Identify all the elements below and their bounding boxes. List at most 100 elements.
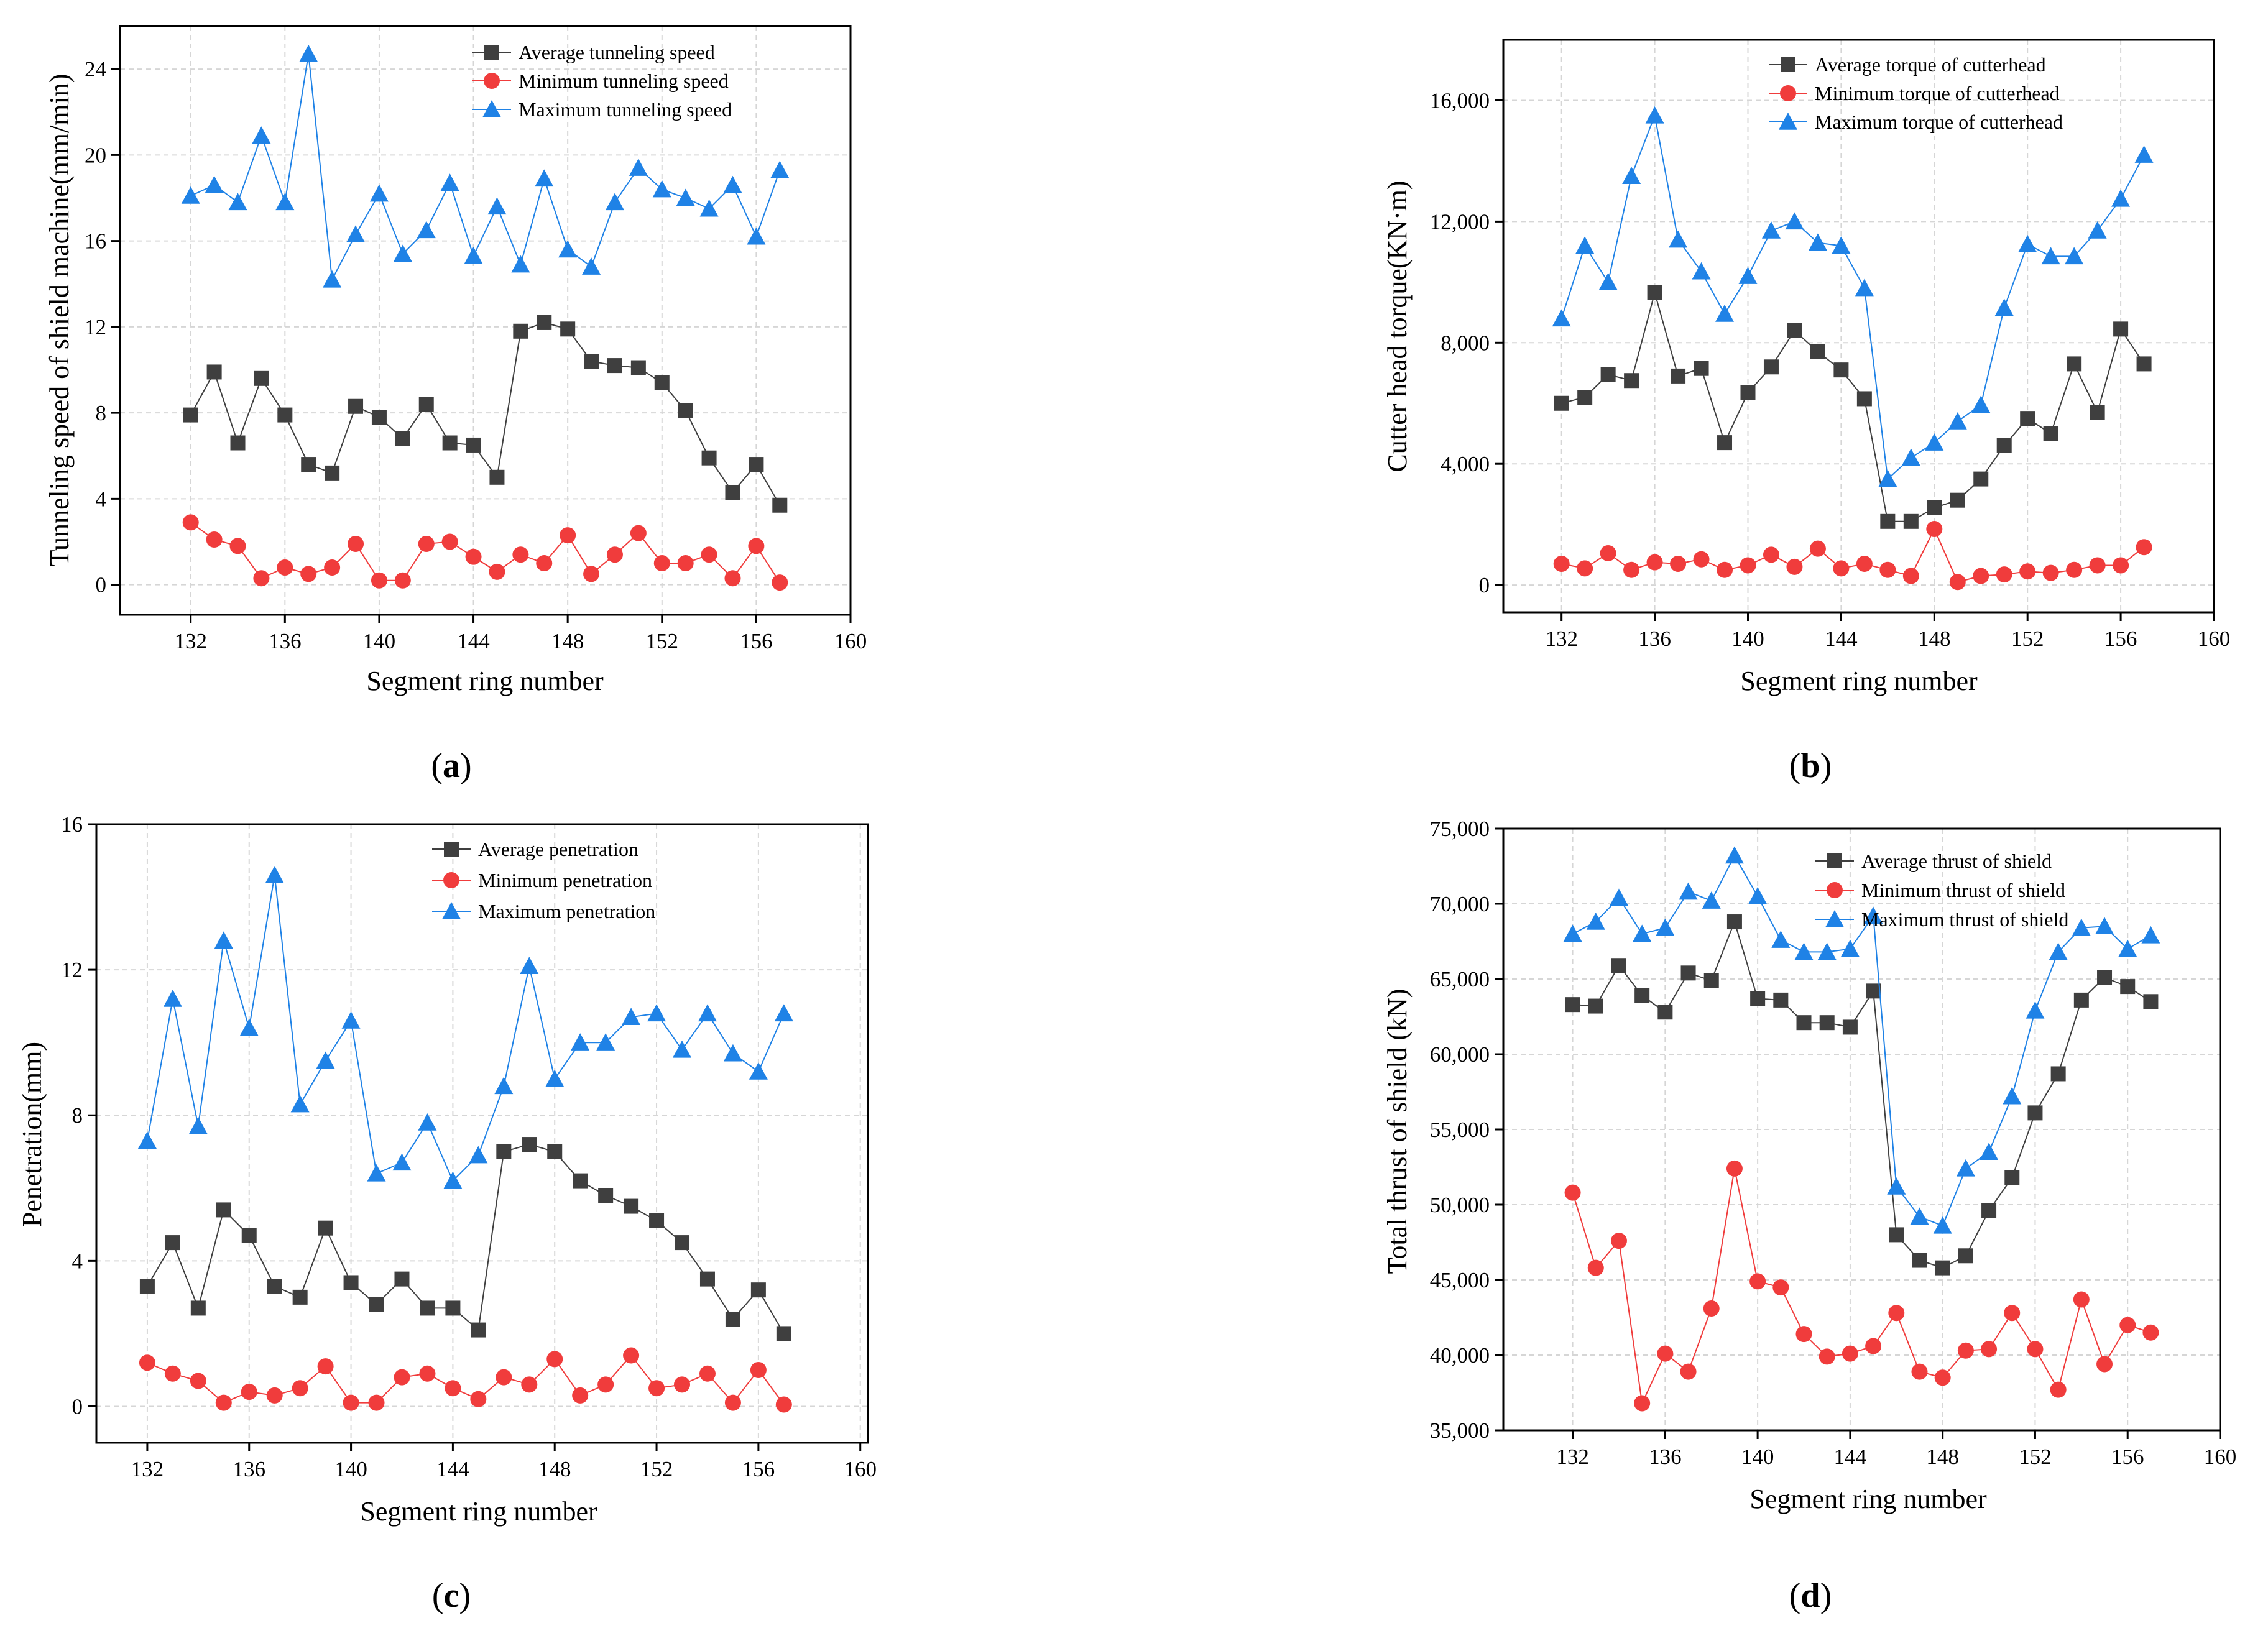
x-tick-label: 160 <box>834 629 867 653</box>
x-tick-label: 152 <box>2019 1445 2052 1469</box>
data-point <box>2088 221 2107 239</box>
data-point <box>1880 513 1896 529</box>
data-point <box>1657 1345 1674 1362</box>
data-point <box>418 397 434 412</box>
data-point <box>1587 1259 1604 1276</box>
data-point <box>1889 1227 1904 1243</box>
data-point <box>1588 998 1603 1014</box>
data-point <box>1575 236 1595 254</box>
data-point <box>598 1188 614 1203</box>
data-point <box>1796 1326 1812 1343</box>
x-tick-label: 132 <box>174 629 207 653</box>
data-point <box>1902 568 1919 584</box>
data-point <box>1645 106 1664 124</box>
data-point <box>267 1279 282 1294</box>
data-point <box>394 1271 410 1287</box>
data-point <box>254 370 269 386</box>
data-point <box>630 525 647 541</box>
data-point <box>137 1131 157 1149</box>
series-layer <box>1563 846 2160 1412</box>
data-point <box>648 1380 665 1397</box>
data-point <box>1910 1207 1929 1225</box>
data-point <box>1693 551 1710 568</box>
series-triangle <box>181 44 790 288</box>
data-point <box>520 957 539 975</box>
data-point <box>654 375 670 390</box>
data-point <box>324 559 341 576</box>
legend-label: Average torque of cutterhead <box>1815 53 2046 76</box>
data-point <box>1598 272 1618 290</box>
data-point <box>1842 1345 1858 1362</box>
x-tick-label: 160 <box>2204 1445 2237 1469</box>
data-point <box>2089 557 2106 574</box>
data-point <box>1726 914 1742 930</box>
data-point <box>653 555 670 572</box>
data-point <box>2142 1324 2159 1341</box>
legend-label: Minimum tunneling speed <box>519 70 729 92</box>
data-point <box>489 469 505 485</box>
data-point <box>674 1376 691 1393</box>
y-tick-label: 0 <box>1479 573 1490 597</box>
y-tick-label: 12 <box>85 315 106 339</box>
data-point <box>317 1358 334 1375</box>
x-tick-label: 132 <box>1556 1445 1589 1469</box>
x-axis-title: Segment ring number <box>366 666 604 696</box>
data-point <box>750 1282 766 1298</box>
data-point <box>1763 546 1779 563</box>
legend-label: Maximum thrust of shield <box>1861 908 2068 931</box>
data-point <box>1973 471 1989 487</box>
data-point <box>1809 540 1826 557</box>
data-point <box>547 1144 563 1159</box>
data-point <box>1600 545 1616 561</box>
data-point <box>1794 942 1814 960</box>
data-point <box>558 240 578 258</box>
data-point <box>1577 390 1593 405</box>
data-point <box>1647 285 1662 300</box>
data-point <box>2072 918 2091 936</box>
x-tick-label: 160 <box>844 1457 877 1481</box>
data-point <box>1692 262 1711 280</box>
data-point <box>1973 568 1989 584</box>
data-point <box>1740 557 1756 574</box>
data-point <box>418 535 435 552</box>
y-tick-label: 20 <box>85 143 106 167</box>
y-tick-label: 24 <box>85 57 106 81</box>
y-tick-label: 60,000 <box>1430 1042 1490 1067</box>
data-point <box>724 1394 741 1411</box>
data-point <box>419 1365 436 1382</box>
data-point <box>1957 1342 1974 1359</box>
data-point <box>368 1394 385 1411</box>
series-layer <box>1552 106 2154 591</box>
legend-marker <box>1780 85 1796 101</box>
data-point <box>2119 1317 2136 1333</box>
y-tick-label: 45,000 <box>1430 1268 1490 1292</box>
data-point <box>535 169 554 187</box>
series-circle <box>182 514 788 591</box>
x-tick-label: 144 <box>1834 1445 1867 1469</box>
data-point <box>1656 918 1675 936</box>
data-point <box>164 1365 181 1382</box>
data-point <box>343 1394 359 1411</box>
data-point <box>1981 1341 1998 1358</box>
data-point <box>181 186 200 204</box>
x-tick-label: 136 <box>233 1457 265 1481</box>
data-point <box>724 570 741 587</box>
data-point <box>496 1369 512 1386</box>
x-tick-label: 140 <box>1731 627 1764 651</box>
data-point <box>723 1044 742 1062</box>
x-tick-label: 132 <box>1545 627 1578 651</box>
data-point <box>471 1322 486 1338</box>
legend-marker <box>442 902 461 919</box>
data-point <box>1552 309 1571 327</box>
data-point <box>1748 886 1768 904</box>
data-point <box>1600 367 1616 382</box>
data-point <box>1738 267 1758 284</box>
legend-marker <box>1827 882 1843 898</box>
y-tick-label: 55,000 <box>1430 1118 1490 1142</box>
data-point <box>725 484 740 500</box>
data-point <box>1866 983 1881 999</box>
data-point <box>2073 992 2089 1008</box>
data-point <box>494 1077 514 1095</box>
series-circle <box>1564 1160 2159 1412</box>
series-square <box>1554 285 2152 529</box>
